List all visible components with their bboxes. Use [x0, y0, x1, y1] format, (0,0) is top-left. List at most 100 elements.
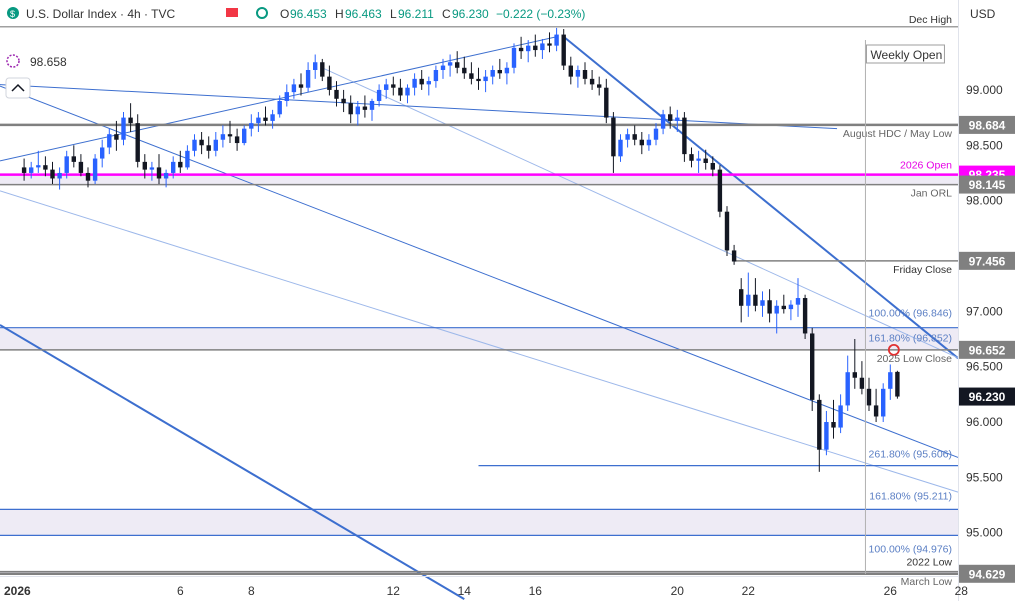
candle[interactable]	[540, 38, 545, 59]
candle[interactable]	[731, 244, 737, 265]
candle[interactable]	[490, 65, 495, 85]
candle[interactable]	[455, 51, 460, 74]
candle[interactable]	[107, 128, 112, 155]
candle[interactable]	[888, 364, 893, 400]
collapse-legend-button[interactable]	[5, 77, 31, 99]
candle[interactable]	[234, 128, 240, 151]
candle[interactable]	[533, 34, 538, 57]
candle[interactable]	[632, 125, 637, 146]
candle[interactable]	[36, 150, 41, 173]
candle[interactable]	[810, 327, 815, 411]
candle[interactable]	[256, 112, 261, 132]
candle[interactable]	[298, 73, 304, 96]
candle[interactable]	[511, 43, 517, 74]
candle[interactable]	[604, 78, 609, 124]
candle[interactable]	[774, 300, 779, 334]
candle[interactable]	[369, 98, 375, 121]
candle[interactable]	[660, 109, 666, 135]
candle[interactable]	[29, 161, 34, 179]
candle[interactable]	[739, 278, 744, 323]
candle[interactable]	[57, 167, 62, 190]
candles-layer[interactable]	[21, 27, 900, 472]
candle[interactable]	[242, 125, 247, 146]
candle[interactable]	[753, 278, 758, 312]
candle[interactable]	[866, 377, 872, 411]
candle[interactable]	[85, 167, 91, 188]
candle[interactable]	[618, 134, 623, 162]
candle[interactable]	[149, 161, 155, 181]
candle[interactable]	[362, 95, 368, 118]
candle[interactable]	[547, 32, 552, 53]
candle[interactable]	[668, 106, 673, 129]
candle[interactable]	[447, 54, 453, 77]
candle[interactable]	[824, 410, 829, 456]
candle[interactable]	[710, 156, 715, 177]
candle[interactable]	[433, 65, 439, 88]
candle[interactable]	[589, 69, 595, 90]
candle[interactable]	[135, 114, 140, 168]
candle[interactable]	[767, 289, 772, 323]
candle[interactable]	[845, 355, 850, 411]
candle[interactable]	[639, 131, 644, 155]
candle[interactable]	[483, 69, 488, 93]
candle[interactable]	[100, 139, 105, 168]
candle[interactable]	[597, 76, 602, 96]
candle[interactable]	[717, 165, 723, 218]
candle[interactable]	[92, 154, 98, 185]
candle[interactable]	[384, 78, 389, 99]
candle[interactable]	[724, 206, 730, 256]
candle[interactable]	[114, 120, 119, 151]
candle[interactable]	[746, 272, 751, 317]
candle[interactable]	[50, 161, 55, 185]
candle[interactable]	[561, 29, 566, 70]
candle[interactable]	[873, 388, 879, 423]
candle[interactable]	[788, 300, 794, 321]
candle[interactable]	[128, 103, 133, 132]
candle[interactable]	[220, 125, 226, 148]
candle[interactable]	[703, 149, 708, 170]
candle[interactable]	[78, 154, 84, 177]
candle[interactable]	[568, 56, 573, 85]
candle[interactable]	[192, 134, 197, 157]
candle[interactable]	[646, 134, 652, 151]
candle[interactable]	[412, 73, 417, 96]
candle[interactable]	[355, 100, 360, 126]
candle[interactable]	[206, 136, 211, 159]
candle[interactable]	[121, 112, 126, 146]
candle[interactable]	[625, 128, 630, 148]
candle[interactable]	[43, 156, 48, 177]
candle[interactable]	[781, 294, 786, 314]
candle[interactable]	[497, 58, 502, 79]
candle[interactable]	[696, 150, 701, 173]
candle[interactable]	[760, 291, 765, 317]
candle[interactable]	[263, 106, 268, 126]
candle[interactable]	[213, 131, 218, 157]
candle[interactable]	[526, 40, 531, 63]
flag-icon[interactable]	[226, 8, 238, 17]
candle[interactable]	[270, 109, 275, 129]
candle[interactable]	[348, 95, 353, 124]
candle[interactable]	[178, 150, 183, 173]
candle[interactable]	[320, 58, 325, 82]
candle[interactable]	[831, 399, 836, 439]
candle[interactable]	[185, 145, 190, 170]
candle[interactable]	[327, 65, 332, 96]
candle[interactable]	[881, 383, 886, 423]
candle[interactable]	[142, 154, 147, 179]
candle[interactable]	[426, 76, 431, 96]
candle[interactable]	[405, 84, 410, 104]
candle[interactable]	[469, 62, 474, 85]
candle[interactable]	[156, 154, 162, 185]
candle[interactable]	[859, 361, 865, 395]
candle[interactable]	[284, 84, 289, 107]
candle[interactable]	[476, 67, 481, 90]
candle[interactable]	[440, 58, 446, 79]
candle[interactable]	[21, 158, 27, 181]
candle[interactable]	[291, 78, 297, 99]
candle[interactable]	[689, 147, 694, 168]
candle[interactable]	[802, 294, 808, 339]
candle[interactable]	[171, 156, 176, 179]
candle[interactable]	[504, 62, 510, 85]
candle[interactable]	[518, 36, 524, 59]
